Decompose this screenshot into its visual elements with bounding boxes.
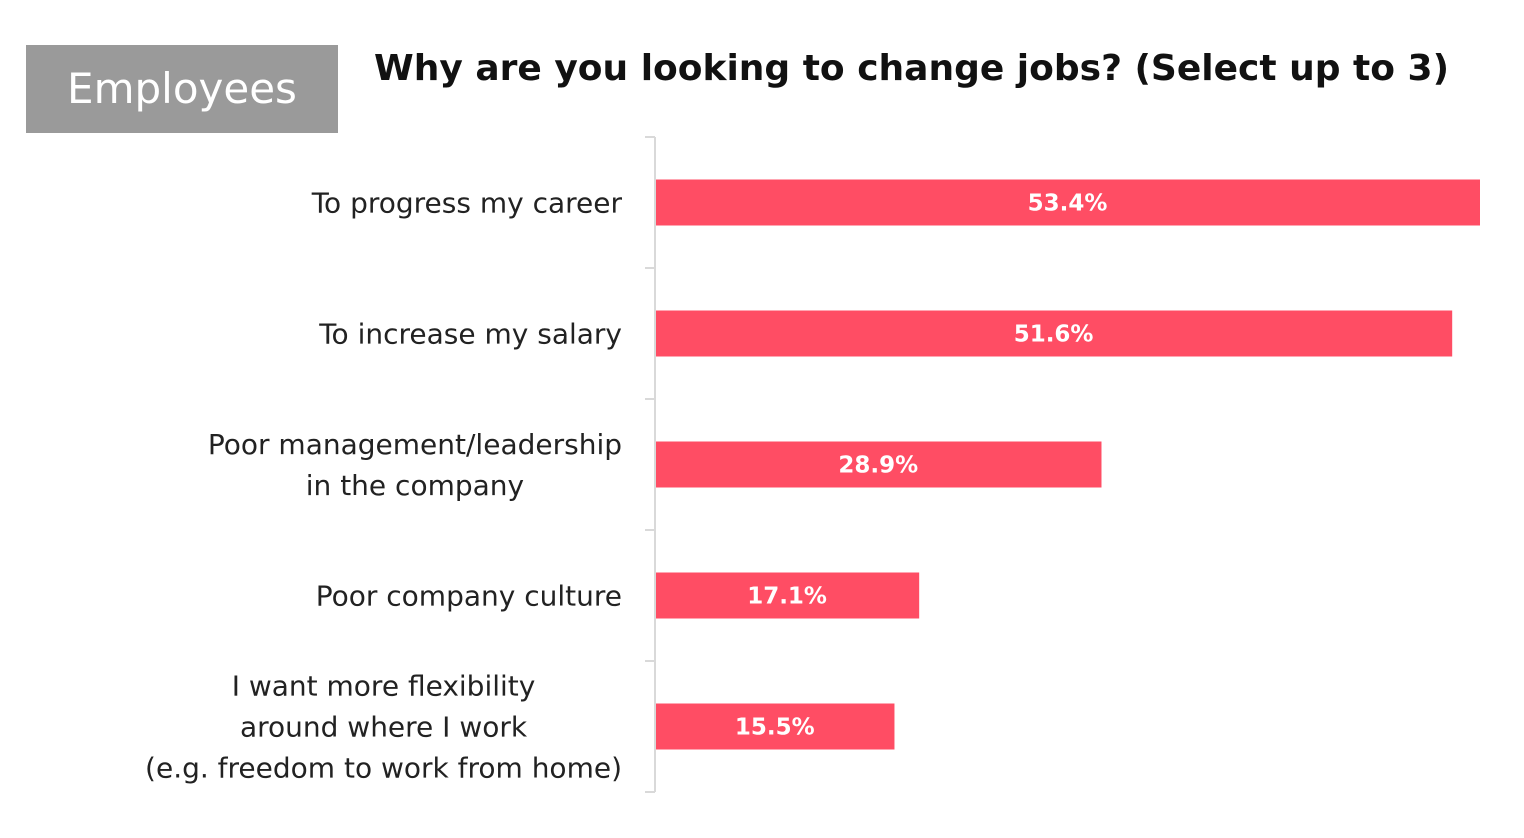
employees-badge: Employees — [26, 45, 338, 133]
category-label: To increase my salary — [318, 318, 622, 351]
data-label: 53.4% — [1028, 191, 1108, 217]
category-label-line: around where I work — [240, 711, 528, 744]
chart-bars — [656, 179, 1480, 750]
chart-title: Why are you looking to change jobs? (Sel… — [374, 48, 1450, 89]
bar — [656, 572, 920, 619]
chart-axis — [645, 136, 656, 793]
category-label-line: Poor management/leadership — [208, 428, 622, 461]
data-label: 51.6% — [1014, 322, 1094, 348]
bar — [656, 179, 1480, 226]
data-label: 28.9% — [838, 453, 918, 479]
data-label: 15.5% — [735, 715, 815, 741]
bar — [656, 703, 895, 750]
bar — [656, 441, 1102, 488]
category-label: Poor management/leadership in the company — [208, 428, 622, 502]
data-label: 17.1% — [747, 584, 827, 610]
category-label-line: (e.g. freedom to work from home) — [145, 752, 622, 785]
category-label-line: I want more flexibility — [232, 670, 536, 703]
chart-labels: 53.4% To progress my career 51.6% To increa… — [145, 187, 1107, 785]
category-label: To progress my career — [311, 187, 623, 220]
category-label-line: in the company — [306, 469, 524, 502]
category-label: I want more flexibility around where I wo… — [145, 670, 622, 785]
category-label: Poor company culture — [316, 580, 622, 613]
bar — [656, 310, 1453, 357]
